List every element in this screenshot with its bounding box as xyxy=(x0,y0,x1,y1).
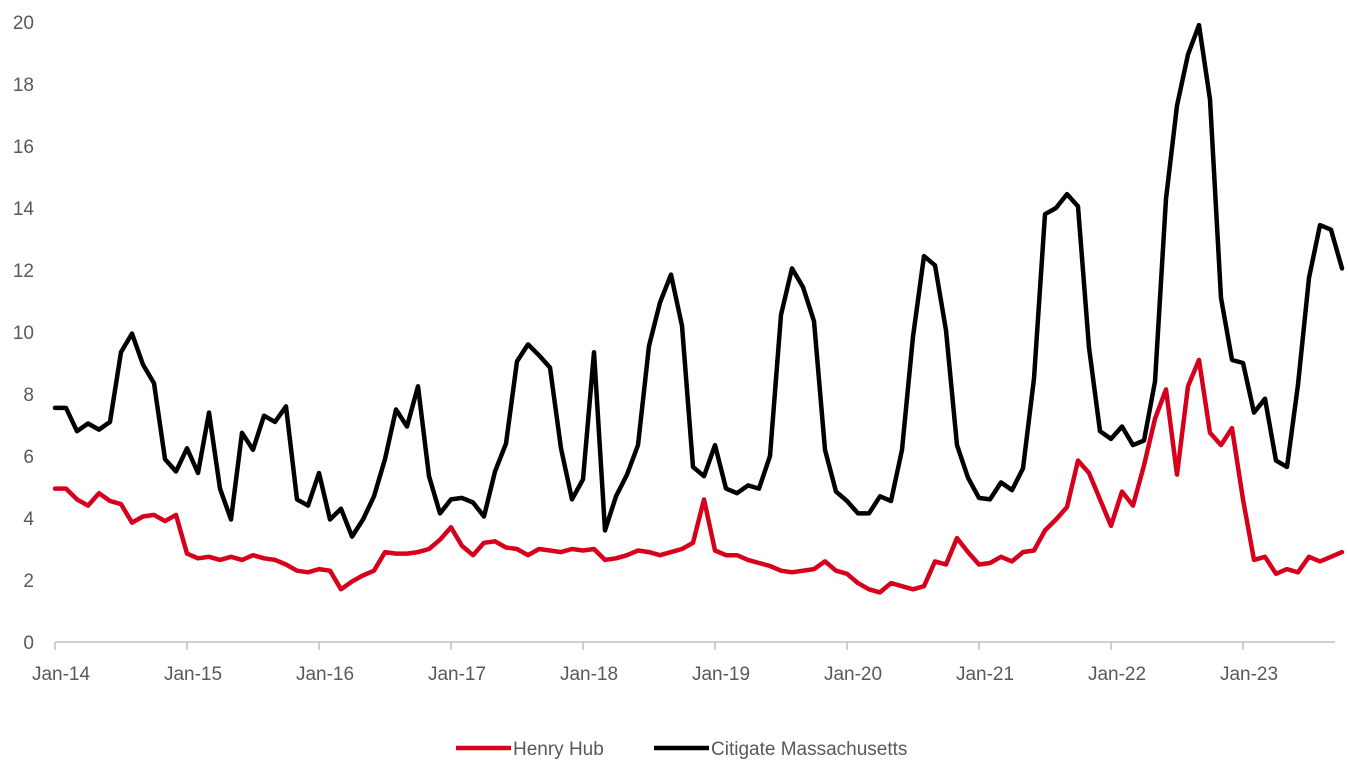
series-lines xyxy=(52,22,1345,595)
y-tick-label: 12 xyxy=(13,261,34,282)
legend-item-citigate-massachusetts: Citigate Massachusetts xyxy=(654,739,907,760)
y-tick-label: 6 xyxy=(23,447,34,468)
y-tick-label: 4 xyxy=(23,509,34,530)
x-tick-label: Jan-22 xyxy=(1088,664,1146,685)
legend-label: Citigate Massachusetts xyxy=(711,739,907,760)
legend-label: Henry Hub xyxy=(513,739,604,760)
y-tick-label: 16 xyxy=(13,137,34,158)
x-tick-label: Jan-23 xyxy=(1220,664,1278,685)
y-tick-label: 8 xyxy=(23,385,34,406)
y-tick-label: 10 xyxy=(13,323,34,344)
x-tick-label: Jan-18 xyxy=(560,664,618,685)
y-tick-label: 0 xyxy=(23,633,34,654)
legend-item-henry-hub: Henry Hub xyxy=(456,739,604,760)
y-tick-label: 20 xyxy=(13,13,34,34)
y-tick-label: 2 xyxy=(23,571,34,592)
x-tick-label: Jan-20 xyxy=(824,664,882,685)
x-tick-label: Jan-17 xyxy=(428,664,486,685)
x-tick-label: Jan-19 xyxy=(692,664,750,685)
x-tick-label: Jan-15 xyxy=(164,664,222,685)
x-tick-label: Jan-14 xyxy=(32,664,91,685)
y-tick-label: 14 xyxy=(13,199,35,220)
x-axis-ticks: Jan-14 Jan-15 Jan-16 Jan-17 Jan-18 Jan-19 Jan-… xyxy=(32,642,1278,685)
x-tick-label: Jan-16 xyxy=(296,664,354,685)
y-tick-label: 18 xyxy=(13,75,34,96)
series-line-henry-hub xyxy=(52,357,1345,595)
x-tick-label: Jan-21 xyxy=(956,664,1014,685)
y-axis-ticks: 0 2 4 6 8 10 12 14 16 18 20 xyxy=(13,13,35,654)
series-line-citigate-massachusetts xyxy=(52,22,1345,539)
legend: Henry Hub Citigate Massachusetts xyxy=(456,739,907,760)
